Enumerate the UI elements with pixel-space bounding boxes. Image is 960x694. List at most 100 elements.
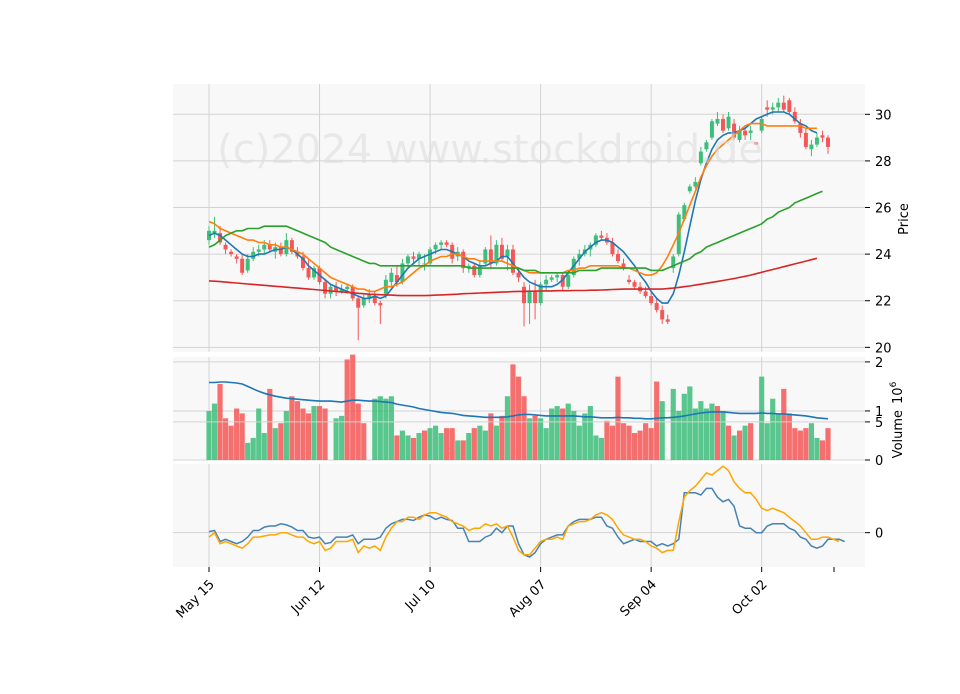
volume-bar	[731, 435, 737, 460]
moving-average-line-2	[208, 122, 817, 293]
volume-bar	[267, 388, 273, 460]
candle-body	[566, 275, 571, 287]
candle-body	[632, 282, 637, 287]
volume-bar	[631, 433, 638, 460]
candle-body	[698, 151, 703, 164]
candle-body	[792, 111, 797, 122]
candle-body	[660, 310, 665, 320]
moving-average-line-1	[208, 111, 818, 304]
volume-bar	[234, 408, 240, 460]
volume-bar	[582, 413, 588, 460]
volume-bar	[294, 401, 301, 460]
volume-bar	[416, 433, 422, 460]
candle-body	[748, 130, 753, 133]
candle-body	[759, 118, 764, 131]
volume-bar	[261, 433, 267, 460]
volume-bar	[526, 418, 533, 460]
price-ytick-label: 28	[875, 155, 892, 170]
candle-body	[682, 205, 687, 220]
volume-bar	[797, 430, 803, 460]
volume-bar	[256, 408, 262, 460]
volume-bar	[211, 403, 218, 460]
candle-body	[593, 235, 598, 245]
volume-bar	[316, 406, 323, 460]
volume-bar	[698, 401, 704, 460]
volume-bar	[532, 415, 538, 460]
candle-body	[499, 244, 504, 259]
candle-body	[516, 272, 521, 278]
price-ytick-label: 24	[875, 248, 892, 263]
candle-body	[339, 289, 344, 292]
candle-body	[345, 286, 350, 290]
price-ytick-label: 30	[875, 108, 892, 123]
volume-bar	[289, 396, 295, 460]
volume-bar	[333, 418, 339, 460]
volume-bar	[421, 430, 428, 460]
price-ytick-label: 22	[875, 295, 892, 310]
candle-body	[251, 251, 256, 259]
candle-body	[361, 298, 366, 306]
volume-bar	[554, 406, 560, 460]
candle-body	[306, 268, 311, 278]
candle-body	[721, 118, 725, 131]
price-ytick-label: 20	[875, 341, 892, 356]
volume-bar	[515, 376, 522, 460]
volume-bar	[433, 425, 439, 460]
candle-body	[798, 123, 803, 133]
volume-bar	[245, 442, 251, 460]
volume-bar	[819, 440, 826, 460]
candle-body	[411, 256, 416, 259]
volume-bar	[759, 376, 765, 460]
volume-bar	[720, 410, 726, 460]
volume-bar	[781, 388, 787, 460]
candle-body	[693, 181, 698, 187]
candle-body	[417, 254, 422, 259]
volume-bar	[825, 428, 831, 460]
candle-body	[234, 256, 239, 259]
candle-body	[256, 249, 261, 252]
oscillator-line-2	[208, 465, 840, 556]
volume-ytick-label: 2	[875, 356, 883, 371]
volume-bar	[604, 420, 610, 460]
volume-bar	[239, 413, 245, 460]
volume-bar	[687, 386, 693, 460]
volume-bar	[654, 381, 660, 460]
candle-body	[555, 275, 560, 278]
candle-body	[577, 254, 582, 259]
volume-bar	[278, 423, 284, 460]
volume-bar	[659, 401, 665, 460]
candle-body	[709, 121, 714, 138]
volume-bar	[692, 408, 698, 460]
volume-bar	[438, 433, 444, 460]
volume-scale-exponent: 6	[889, 381, 899, 387]
candle-body	[229, 251, 234, 255]
volume-bar	[355, 403, 361, 460]
candle-body	[765, 107, 770, 110]
candle-body	[323, 282, 328, 294]
candle-body	[289, 240, 294, 252]
candle-body	[820, 135, 825, 138]
candle-body	[405, 256, 410, 264]
candle-body	[400, 263, 405, 283]
candle-body	[433, 244, 438, 250]
candle-body	[223, 244, 228, 250]
candle-body	[312, 268, 316, 278]
volume-bar	[482, 430, 488, 460]
volume-bar	[283, 410, 289, 460]
volume-bar	[272, 428, 278, 460]
volume-bar	[615, 376, 621, 460]
candle-body	[627, 279, 632, 283]
candle-body	[461, 251, 466, 269]
volume-bar	[372, 398, 378, 460]
candle-body	[781, 102, 786, 110]
candle-body	[803, 132, 808, 147]
volume-bar	[543, 428, 549, 460]
moving-average-line-3	[208, 190, 823, 274]
candle-body	[262, 244, 267, 250]
volume-bar	[681, 393, 687, 460]
candle-body	[599, 235, 604, 238]
volume-bar	[499, 415, 505, 460]
volume-bar	[388, 396, 394, 460]
candle-body	[389, 272, 394, 283]
candle-body	[809, 144, 814, 150]
